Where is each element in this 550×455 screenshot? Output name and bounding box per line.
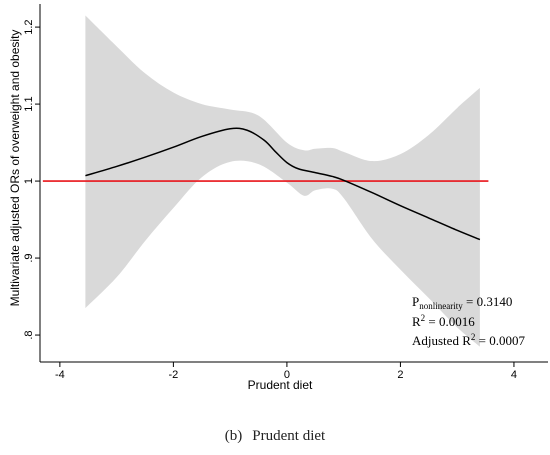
y-axis-label: Multivariate adjusted ORs of overweight … xyxy=(8,30,22,307)
fitted-curve xyxy=(85,127,481,241)
caption-tag: (b) xyxy=(224,428,243,444)
curve-layer xyxy=(85,127,481,241)
x-tick-label: 0 xyxy=(284,369,290,381)
y-tick-label: 1.2 xyxy=(23,19,35,34)
figure-caption: (b) Prudent diet xyxy=(0,428,550,445)
x-tick-label: -2 xyxy=(168,369,178,381)
annotation-line: Adjusted R2 = 0.0007 xyxy=(412,332,525,348)
x-tick-label: -4 xyxy=(55,369,65,381)
y-tick-label: 1.1 xyxy=(23,96,35,111)
y-tick-label: .8 xyxy=(23,330,35,339)
caption-text: Prudent diet xyxy=(252,428,326,444)
ci-band-layer xyxy=(85,15,480,347)
annotation-line: R2 = 0.0016 xyxy=(412,313,475,329)
x-tick-label: 2 xyxy=(397,369,403,381)
axes-layer: -4 -2 0 2 4 .8 .9 1 1.1 1.2 xyxy=(23,4,548,381)
x-axis-label: Prudent diet xyxy=(248,378,313,392)
y-tick-label: .9 xyxy=(23,253,35,262)
annotation-block: Pnonlinearity = 0.3140 R2 = 0.0016 Adjuste… xyxy=(412,294,525,348)
confidence-band xyxy=(85,15,480,347)
y-tick-label: 1 xyxy=(23,178,35,184)
annotation-line: Pnonlinearity = 0.3140 xyxy=(412,294,512,311)
x-tick-label: 4 xyxy=(511,369,517,381)
